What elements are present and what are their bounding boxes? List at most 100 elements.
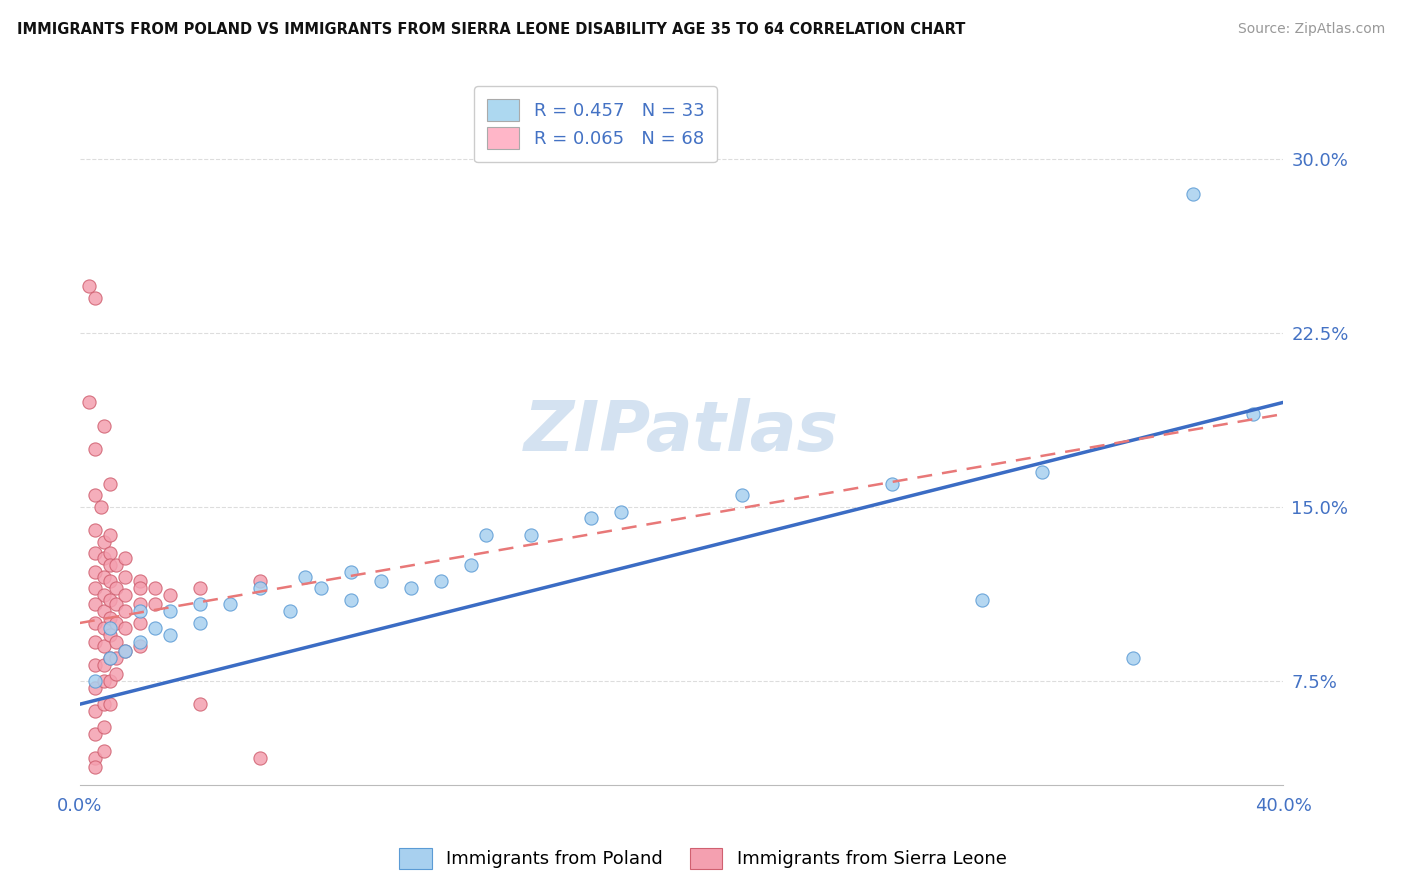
Point xyxy=(98,558,121,572)
Point xyxy=(104,615,127,630)
Point xyxy=(249,581,271,595)
Point xyxy=(114,588,136,602)
Point xyxy=(104,650,127,665)
Point xyxy=(93,720,115,734)
Point xyxy=(129,639,152,653)
Point xyxy=(159,627,181,641)
Point xyxy=(114,644,136,658)
Point xyxy=(90,500,112,514)
Point xyxy=(104,558,127,572)
Point xyxy=(93,418,115,433)
Point xyxy=(219,598,242,612)
Point xyxy=(84,442,107,456)
Point xyxy=(880,476,903,491)
Point xyxy=(84,581,107,595)
Point xyxy=(188,697,211,711)
Point xyxy=(84,291,107,305)
Text: ZIPatlas: ZIPatlas xyxy=(524,398,839,465)
Point xyxy=(114,644,136,658)
Point xyxy=(399,581,422,595)
Point xyxy=(84,634,107,648)
Point xyxy=(280,604,302,618)
Point xyxy=(1122,650,1144,665)
Point xyxy=(98,476,121,491)
Point xyxy=(104,598,127,612)
Point xyxy=(84,615,107,630)
Point xyxy=(294,569,316,583)
Point xyxy=(84,760,107,774)
Point xyxy=(98,650,121,665)
Point xyxy=(93,657,115,672)
Point xyxy=(114,621,136,635)
Point xyxy=(93,534,115,549)
Point xyxy=(129,598,152,612)
Point xyxy=(188,615,211,630)
Point xyxy=(84,673,107,688)
Point xyxy=(129,634,152,648)
Point xyxy=(84,598,107,612)
Point xyxy=(188,598,211,612)
Point xyxy=(129,604,152,618)
Point xyxy=(520,527,543,541)
Point xyxy=(249,750,271,764)
Point xyxy=(114,551,136,566)
Text: IMMIGRANTS FROM POLAND VS IMMIGRANTS FROM SIERRA LEONE DISABILITY AGE 35 TO 64 C: IMMIGRANTS FROM POLAND VS IMMIGRANTS FRO… xyxy=(17,22,966,37)
Point xyxy=(84,727,107,741)
Point xyxy=(1181,186,1204,201)
Point xyxy=(84,704,107,718)
Point xyxy=(114,569,136,583)
Point xyxy=(159,604,181,618)
Point xyxy=(84,750,107,764)
Point xyxy=(84,546,107,560)
Point xyxy=(98,574,121,589)
Point xyxy=(104,634,127,648)
Legend: Immigrants from Poland, Immigrants from Sierra Leone: Immigrants from Poland, Immigrants from … xyxy=(392,840,1014,876)
Point xyxy=(84,565,107,579)
Point xyxy=(129,574,152,589)
Point xyxy=(98,592,121,607)
Point xyxy=(98,650,121,665)
Point xyxy=(98,621,121,635)
Point xyxy=(104,581,127,595)
Point xyxy=(249,574,271,589)
Point xyxy=(104,667,127,681)
Point xyxy=(972,592,994,607)
Point xyxy=(309,581,332,595)
Point xyxy=(93,551,115,566)
Point xyxy=(93,569,115,583)
Point xyxy=(93,744,115,758)
Point xyxy=(610,504,633,518)
Point xyxy=(143,621,166,635)
Point xyxy=(84,657,107,672)
Point xyxy=(98,697,121,711)
Point xyxy=(93,621,115,635)
Point xyxy=(114,604,136,618)
Point xyxy=(159,588,181,602)
Point xyxy=(84,681,107,695)
Point xyxy=(475,527,498,541)
Point xyxy=(98,673,121,688)
Point xyxy=(129,581,152,595)
Point xyxy=(143,581,166,595)
Point xyxy=(98,611,121,625)
Point xyxy=(84,523,107,537)
Point xyxy=(93,588,115,602)
Point xyxy=(93,673,115,688)
Legend: R = 0.457   N = 33, R = 0.065   N = 68: R = 0.457 N = 33, R = 0.065 N = 68 xyxy=(474,87,717,162)
Point xyxy=(98,627,121,641)
Point xyxy=(143,598,166,612)
Point xyxy=(1031,465,1053,479)
Point xyxy=(93,697,115,711)
Point xyxy=(77,279,100,293)
Point xyxy=(84,488,107,502)
Point xyxy=(129,615,152,630)
Text: Source: ZipAtlas.com: Source: ZipAtlas.com xyxy=(1237,22,1385,37)
Point xyxy=(581,511,603,525)
Point xyxy=(370,574,392,589)
Point xyxy=(98,546,121,560)
Point xyxy=(339,565,361,579)
Point xyxy=(730,488,752,502)
Point xyxy=(93,604,115,618)
Point xyxy=(460,558,482,572)
Point xyxy=(1241,407,1264,421)
